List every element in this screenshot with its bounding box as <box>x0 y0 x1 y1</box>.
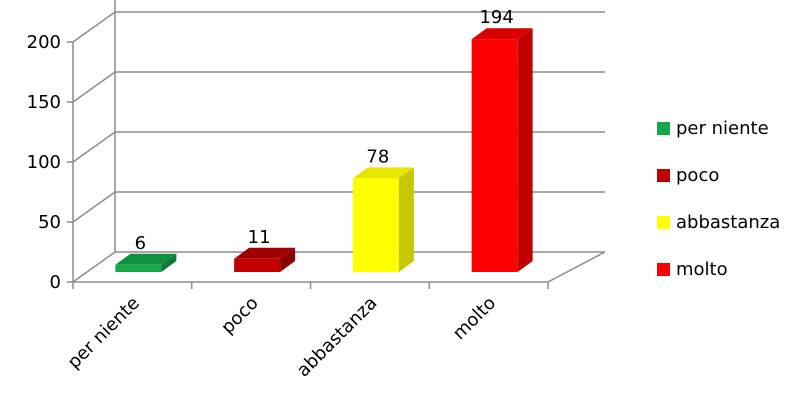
legend-swatch <box>657 263 670 276</box>
legend-swatch <box>657 122 670 135</box>
category-label: poco <box>217 293 263 339</box>
legend-label: per niente <box>676 118 769 139</box>
y-tick-label: 200 <box>27 32 61 53</box>
bar-front <box>352 178 399 272</box>
y-tick-label: 150 <box>27 92 61 113</box>
legend-label: molto <box>676 259 728 280</box>
data-label: 6 <box>135 233 146 254</box>
bar-layer <box>115 28 533 273</box>
bar-per-niente <box>115 253 177 272</box>
bar-abbastanza <box>352 167 414 272</box>
bar-side <box>280 247 296 272</box>
bar-side <box>161 253 177 272</box>
floor-edge <box>547 251 606 283</box>
data-label: 194 <box>479 7 513 28</box>
legend-label: poco <box>676 165 719 186</box>
bar-front <box>471 39 518 273</box>
gridline-depth <box>72 191 116 223</box>
bar-top <box>115 253 177 265</box>
category-label: molto <box>449 293 500 344</box>
bar-side <box>398 167 414 272</box>
y-tick-label: 0 <box>50 272 61 293</box>
bar-molto <box>471 28 533 273</box>
data-label: 11 <box>248 227 271 248</box>
gridline-depth <box>72 131 116 163</box>
legend: per niente poco abbastanza molto <box>657 118 780 280</box>
bar-top <box>471 28 533 40</box>
bar-front <box>234 258 281 272</box>
axis-layer: 0 50 100 150 200 <box>27 0 606 293</box>
label-layer: 6 per niente 11 poco 78 abbastanza 194 molto <box>64 7 514 381</box>
data-label: 78 <box>366 146 389 167</box>
y-tick-label: 50 <box>38 212 61 233</box>
category-label: per niente <box>64 293 144 373</box>
bar-front <box>115 264 162 272</box>
gridline-depth <box>72 251 116 283</box>
bar-top <box>352 167 414 179</box>
category-label: abbastanza <box>293 293 382 382</box>
bar-poco <box>234 247 296 272</box>
bar-side <box>517 28 533 273</box>
bar-top <box>234 247 296 259</box>
legend-swatch <box>657 216 670 229</box>
legend-swatch <box>657 169 670 182</box>
legend-label: abbastanza <box>676 212 780 233</box>
y-tick-label: 100 <box>27 152 61 173</box>
gridline-depth <box>72 71 116 103</box>
gridline-depth <box>72 11 116 43</box>
